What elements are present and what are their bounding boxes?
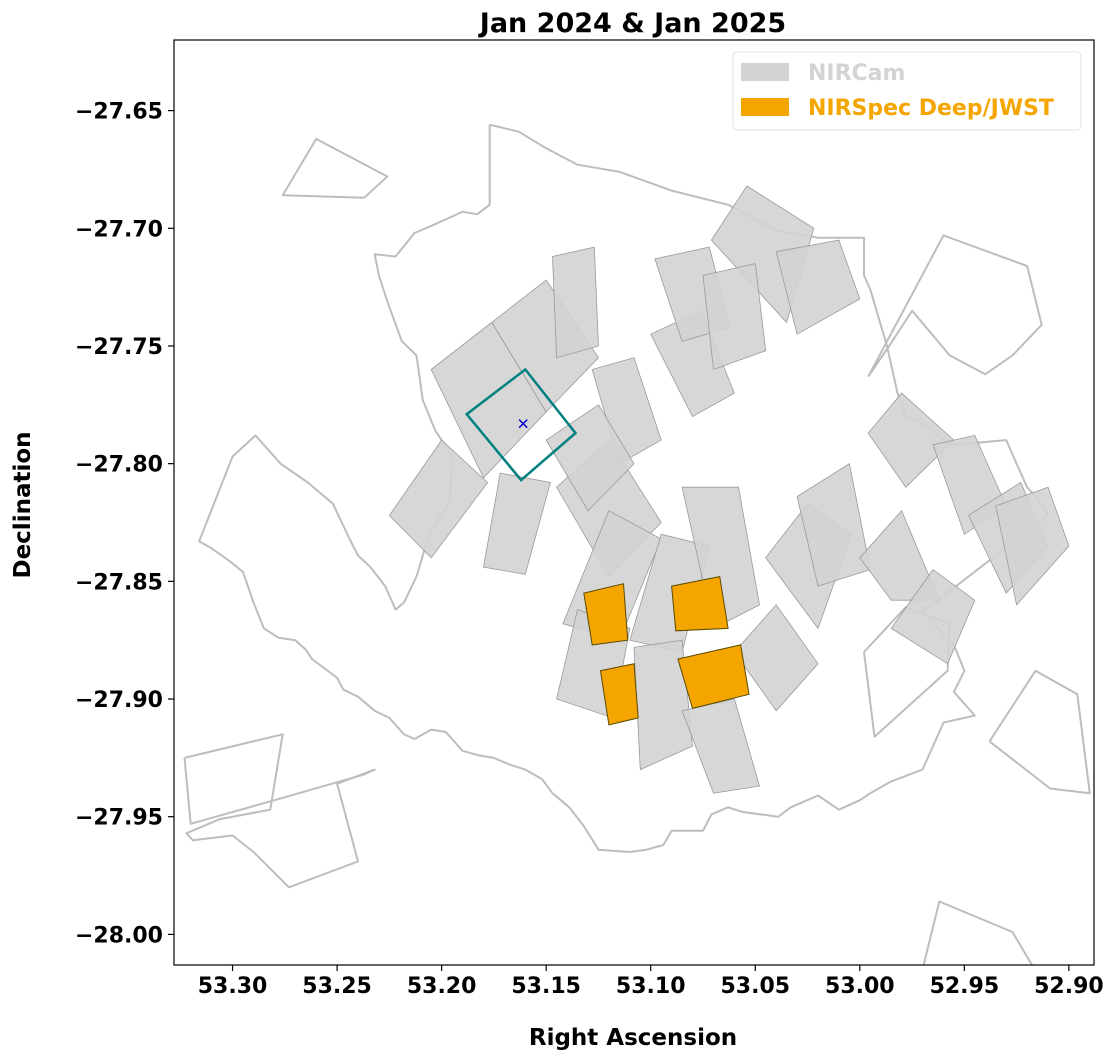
nircam-tile-27 xyxy=(702,263,767,371)
survey-outline-3 xyxy=(867,234,1043,378)
nirspec-footprint-2 xyxy=(599,663,639,726)
survey-outline-6 xyxy=(922,900,1034,965)
nircam-tile-26 xyxy=(545,404,635,512)
x-tick-label: 53.10 xyxy=(616,974,686,999)
x-tick-label: 53.20 xyxy=(407,974,477,999)
nirspec-footprint-0 xyxy=(583,583,629,646)
nirspec-footprint-1 xyxy=(671,576,729,632)
nircam-tile-3 xyxy=(388,439,489,559)
y-axis: −27.65 −27.70 −27.75 −27.80 −27.85 −27.90 −27.… xyxy=(75,100,174,948)
y-tick-label: −27.65 xyxy=(75,100,163,125)
nircam-tile-24 xyxy=(995,486,1070,606)
y-tick-label: −28.00 xyxy=(75,923,163,948)
legend-label-nircam: NIRCam xyxy=(808,61,905,86)
y-tick-label: −27.95 xyxy=(75,806,163,831)
y-axis-label: Declination xyxy=(10,431,36,578)
x-tick-label: 53.00 xyxy=(825,974,895,999)
y-tick-label: −27.75 xyxy=(75,335,163,360)
nircam-tile-21 xyxy=(867,392,955,488)
nirspec-footprint-3 xyxy=(677,644,750,710)
x-tick-label: 53.15 xyxy=(511,974,581,999)
target-marker xyxy=(518,419,528,429)
legend-label-nirspec: NIRSpec Deep/JWST xyxy=(808,96,1054,121)
x-axis: 53.30 53.25 53.20 53.15 53.10 53.05 53.00 52.95… xyxy=(198,965,1104,999)
nircam-tile-4 xyxy=(483,472,551,575)
target-box xyxy=(464,367,578,482)
survey-outline-1 xyxy=(281,137,389,199)
survey-outline-5 xyxy=(988,669,1091,795)
y-tick-label: −27.80 xyxy=(75,453,163,478)
nircam-tile-25 xyxy=(890,569,976,665)
chart-title: Jan 2024 & Jan 2025 xyxy=(478,8,786,39)
y-tick-label: −27.85 xyxy=(75,570,163,595)
nircam-tile-17 xyxy=(733,604,819,712)
plot-area xyxy=(183,123,1091,965)
x-tick-label: 52.95 xyxy=(930,974,1000,999)
nirspec-footprints xyxy=(583,576,750,726)
legend-swatch-nircam xyxy=(741,63,789,81)
x-tick-label: 53.05 xyxy=(720,974,790,999)
nircam-tile-2 xyxy=(552,246,599,359)
x-tick-label: 52.90 xyxy=(1034,974,1104,999)
target-layer xyxy=(464,367,578,482)
legend-swatch-nirspec xyxy=(741,98,789,116)
nircam-footprints xyxy=(388,185,1070,794)
nircam-tile-16 xyxy=(681,698,761,794)
legend-box xyxy=(732,51,1082,131)
y-tick-label: −27.90 xyxy=(75,688,163,713)
nircam-tile-10 xyxy=(775,239,861,335)
nircam-tile-1 xyxy=(491,279,600,413)
survey-outline-2 xyxy=(183,733,376,889)
plot-frame xyxy=(173,39,1095,966)
nircam-tile-15 xyxy=(633,639,693,771)
y-tick-label: −27.70 xyxy=(75,217,163,242)
x-tick-label: 53.25 xyxy=(302,974,372,999)
legend: NIRCam NIRSpec Deep/JWST xyxy=(732,51,1082,131)
x-axis-label: Right Ascension xyxy=(529,1025,737,1051)
x-tick-label: 53.30 xyxy=(198,974,268,999)
